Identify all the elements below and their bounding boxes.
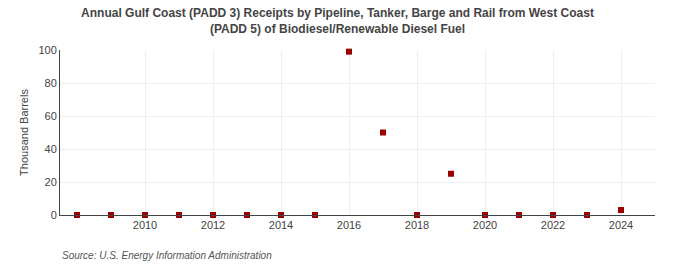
svg-text:2024: 2024 <box>609 219 633 231</box>
svg-text:0: 0 <box>51 209 57 221</box>
svg-text:2014: 2014 <box>269 219 293 231</box>
svg-text:Annual Gulf Coast (PADD 3) Rec: Annual Gulf Coast (PADD 3) Receipts by P… <box>81 6 594 36</box>
svg-text:20: 20 <box>45 176 57 188</box>
svg-text:Thousand Barrels: Thousand Barrels <box>18 89 30 176</box>
svg-text:2012: 2012 <box>201 219 225 231</box>
svg-text:100: 100 <box>38 44 56 56</box>
svg-text:2010: 2010 <box>133 219 157 231</box>
svg-text:2022: 2022 <box>541 219 565 231</box>
svg-text:2018: 2018 <box>405 219 429 231</box>
svg-text:80: 80 <box>45 77 57 89</box>
svg-text:2016: 2016 <box>337 219 361 231</box>
svg-text:40: 40 <box>45 143 57 155</box>
svg-text:Source: U.S. Energy Informatio: Source: U.S. Energy Information Administ… <box>62 250 272 261</box>
svg-text:2020: 2020 <box>473 219 497 231</box>
svg-text:60: 60 <box>45 110 57 122</box>
